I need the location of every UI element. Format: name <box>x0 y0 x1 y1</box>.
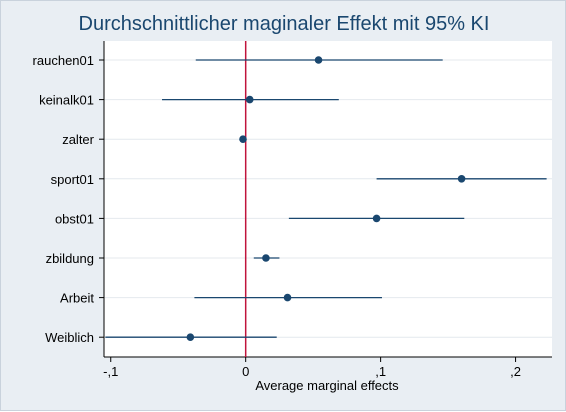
y-tick-label: obst01 <box>55 211 94 226</box>
estimate-point <box>245 95 254 104</box>
x-tick-label: -,1 <box>103 364 118 379</box>
y-tick-label: keinalk01 <box>39 93 94 108</box>
y-tick-label: Arbeit <box>60 291 94 306</box>
estimate-point <box>372 214 381 223</box>
x-tick-label: 0 <box>242 364 249 379</box>
chart-title: Durchschnittlicher maginaler Effekt mit … <box>78 13 490 35</box>
estimate-point <box>283 293 292 302</box>
x-axis-title: Average marginal effects <box>255 378 399 393</box>
estimate-point <box>186 333 195 342</box>
x-tick-label: ,1 <box>375 364 386 379</box>
estimate-point <box>314 56 323 64</box>
y-tick-label: sport01 <box>51 172 94 187</box>
y-tick-label: Weiblich <box>45 330 94 345</box>
y-tick-label: zbildung <box>46 251 94 266</box>
x-tick-label: ,2 <box>510 364 521 379</box>
estimate-point <box>457 175 466 183</box>
y-tick-label: rauchen01 <box>33 53 94 68</box>
estimate-point <box>239 135 247 143</box>
plot-area <box>104 41 552 357</box>
estimate-point <box>262 254 270 262</box>
y-tick-label: zalter <box>62 132 94 147</box>
